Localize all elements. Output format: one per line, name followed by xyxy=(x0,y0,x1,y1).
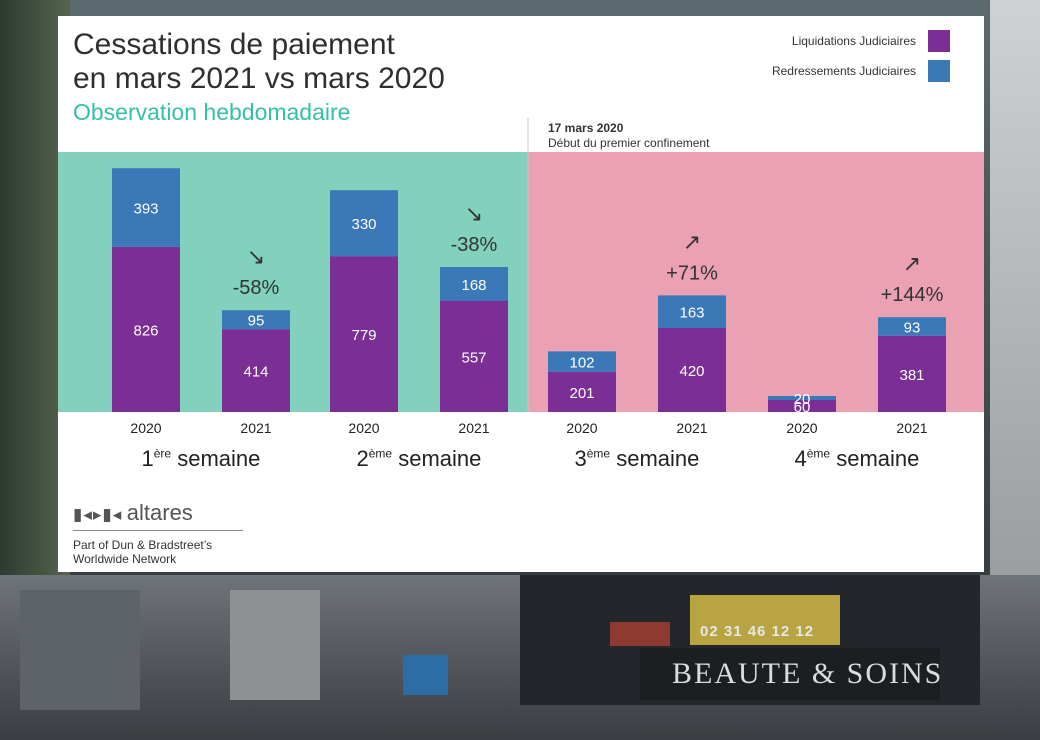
shop-sign: BEAUTE & SOINS xyxy=(672,657,944,690)
x-tick-label: 2020 xyxy=(130,420,161,436)
data-label: 779 xyxy=(351,327,376,344)
chart-title: Cessations de paiement en mars 2021 vs m… xyxy=(73,28,445,96)
change-label: -38% xyxy=(451,234,498,256)
bar-segment xyxy=(548,351,616,372)
legend-swatch-purple xyxy=(928,30,950,52)
change-label: +71% xyxy=(666,262,718,284)
data-label: 393 xyxy=(133,201,158,218)
x-tick-label: 2020 xyxy=(348,420,379,436)
logo-tagline: Part of Dun & Bradstreet’s Worldwide Netw… xyxy=(73,538,213,566)
altares-logo: ▮◂▸▮◂ altares Part of Dun & Bradstreet’s… xyxy=(73,500,243,566)
data-label: 330 xyxy=(351,216,376,233)
data-label: 414 xyxy=(243,364,268,381)
data-label: 557 xyxy=(461,349,486,366)
data-label: 168 xyxy=(461,277,486,294)
logo-divider xyxy=(73,530,243,531)
annotation-date: 17 mars 2020 xyxy=(548,121,624,135)
data-label: 102 xyxy=(569,355,594,372)
bar-segment xyxy=(658,328,726,412)
data-label: 381 xyxy=(899,367,924,384)
trend-arrow-icon: ↘ xyxy=(247,245,265,270)
legend-label: Liquidations Judiciaires xyxy=(791,34,916,48)
data-label: 201 xyxy=(569,385,594,402)
data-label: 93 xyxy=(904,320,921,337)
x-tick-label: 2021 xyxy=(240,420,271,436)
bar-segment xyxy=(222,310,290,330)
data-label: 826 xyxy=(133,322,158,339)
data-label: 163 xyxy=(679,305,704,322)
trend-arrow-icon: ↗ xyxy=(903,252,921,277)
logo-mark: ▮◂▸▮◂ xyxy=(73,505,123,524)
legend-label: Redressements Judiciaires xyxy=(771,64,916,78)
data-label: 95 xyxy=(248,313,265,330)
x-tick-label: 2021 xyxy=(458,420,489,436)
bar-segment xyxy=(112,168,180,247)
bar-segment xyxy=(878,335,946,412)
data-label: 60 xyxy=(794,399,811,416)
change-label: +144% xyxy=(881,284,944,306)
shop-phone: 02 31 46 12 12 xyxy=(700,623,815,640)
bar-segment xyxy=(222,329,290,412)
week-group-label: 3ème semaine xyxy=(574,446,700,471)
legend-item-liquidations: Liquidations Judiciaires xyxy=(792,30,950,52)
x-tick-label: 2021 xyxy=(896,420,927,436)
bar-segment xyxy=(112,246,180,412)
lockdown-annotation: 17 mars 2020 Début du premier confinemen… xyxy=(548,121,709,151)
data-label: 20 xyxy=(794,391,811,408)
bar-segment xyxy=(878,317,946,336)
legend-swatch-blue xyxy=(928,60,950,82)
week-group-label: 1ère semaine xyxy=(141,446,261,471)
logo-name: altares xyxy=(126,500,193,525)
bar-segment xyxy=(440,300,508,412)
bar-segment xyxy=(548,371,616,412)
data-label: 420 xyxy=(679,363,704,380)
x-tick-label: 2020 xyxy=(566,420,597,436)
trend-arrow-icon: ↗ xyxy=(683,230,701,255)
change-label: -58% xyxy=(233,277,280,299)
x-tick-label: 2020 xyxy=(786,420,817,436)
week-group-label: 2ème semaine xyxy=(356,446,482,471)
bar-segment xyxy=(658,295,726,328)
title-line-2: en mars 2021 vs mars 2020 xyxy=(73,62,445,95)
bar-segment xyxy=(330,256,398,412)
bar-segment xyxy=(768,400,836,412)
bar-segment xyxy=(440,267,508,301)
legend-item-redressements: Redressements Judiciaires xyxy=(772,60,950,82)
annotation-text: Début du premier confinement xyxy=(548,136,710,150)
trend-arrow-icon: ↘ xyxy=(465,202,483,227)
bar-segment xyxy=(330,190,398,257)
bar-segment xyxy=(768,396,836,400)
week-group-label: 4ème semaine xyxy=(794,446,920,471)
title-line-1: Cessations de paiement xyxy=(73,28,395,61)
x-tick-label: 2021 xyxy=(676,420,707,436)
chart-subtitle: Observation hebdomadaire xyxy=(73,99,351,125)
